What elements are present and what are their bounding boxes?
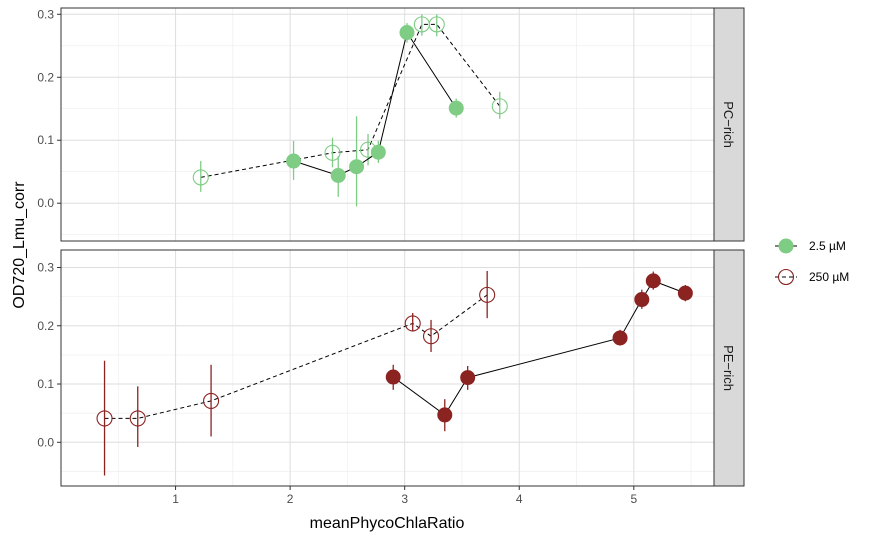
x-tick-label: 4 — [516, 492, 523, 506]
x-tick-label: 3 — [401, 492, 408, 506]
point-filled — [645, 273, 661, 289]
point-open — [96, 410, 113, 427]
strip-label: PC−rich — [721, 101, 736, 148]
point-filled — [349, 159, 365, 175]
y-axis-title: OD720_Lmu_corr — [11, 181, 28, 309]
strip-label: PE−rich — [721, 345, 736, 391]
y-tick-label: 0.2 — [37, 70, 54, 84]
series-line-open — [104, 294, 488, 419]
legend-item-0: 2.5 µM — [775, 238, 846, 254]
legend-label: 250 µM — [809, 270, 849, 284]
panels: 0.0 0.1 0.2 0.3 PC−rich 0.0 0.1 0.2 0.3 PE−rich — [37, 7, 745, 487]
strip-background — [713, 7, 745, 242]
point-filled — [448, 100, 464, 116]
point-filled — [460, 370, 476, 386]
y-tick-label: 0.2 — [37, 319, 54, 333]
series-group — [96, 270, 693, 476]
x-tick-label: 1 — [172, 492, 179, 506]
x-tick-label: 2 — [287, 492, 294, 506]
legend-label: 2.5 µM — [809, 239, 846, 253]
point-open — [129, 410, 146, 427]
point-filled — [330, 168, 346, 184]
y-tick-label: 0.0 — [37, 196, 54, 210]
legend-key-open — [777, 268, 795, 286]
series-line-filled — [293, 31, 457, 177]
point-filled — [612, 330, 628, 346]
panel-0: 0.0 0.1 0.2 0.3 PC−rich — [37, 7, 745, 242]
y-tick-label: 0.3 — [37, 260, 54, 274]
strip-background — [713, 249, 745, 487]
series-group — [192, 14, 508, 207]
point-filled — [385, 369, 401, 385]
point-open — [192, 169, 209, 186]
point-open — [324, 144, 341, 161]
point-open — [428, 16, 445, 33]
x-axis-title: meanPhycoChlaRatio — [310, 515, 465, 532]
point-open — [404, 315, 421, 332]
point-open — [491, 98, 508, 115]
point-filled — [370, 144, 386, 160]
series-line-open — [200, 23, 501, 178]
point-open — [479, 286, 496, 303]
legend-item-1: 250 µM — [775, 268, 849, 286]
point-filled — [399, 25, 415, 41]
x-axis: 1 2 3 4 5 — [172, 486, 637, 506]
point-open — [422, 328, 440, 345]
panel-1: 0.0 0.1 0.2 0.3 PE−rich — [37, 249, 745, 487]
y-tick-label: 0.1 — [37, 377, 54, 391]
y-tick-label: 0.3 — [37, 7, 54, 21]
x-tick-label: 5 — [630, 492, 637, 506]
point-filled — [286, 153, 302, 169]
point-filled — [437, 407, 453, 423]
y-tick-label: 0.1 — [37, 133, 54, 147]
point-open — [203, 392, 220, 409]
point-filled — [677, 285, 693, 301]
y-tick-label: 0.0 — [37, 435, 54, 449]
legend: 2.5 µM 250 µM — [775, 238, 849, 286]
legend-key-filled — [778, 238, 794, 254]
point-filled — [634, 292, 650, 308]
